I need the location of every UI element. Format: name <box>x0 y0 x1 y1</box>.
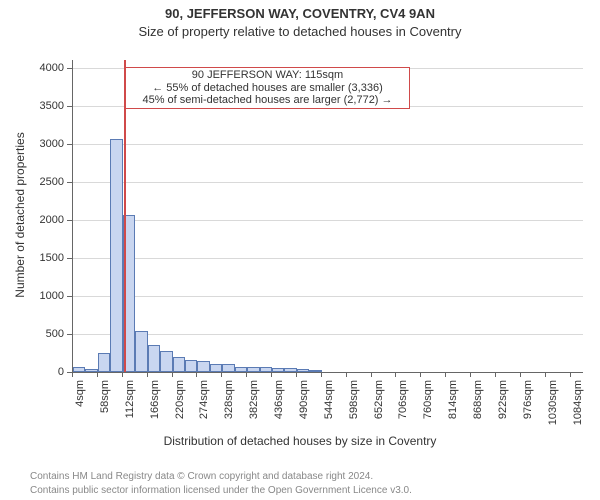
xtick-label: 1084sqm <box>572 380 584 430</box>
xtick-label: 706sqm <box>397 380 409 430</box>
xtick-label: 760sqm <box>422 380 434 430</box>
ytick-label: 2000 <box>0 214 64 226</box>
ytick-mark <box>67 296 72 297</box>
xtick-label: 598sqm <box>348 380 360 430</box>
histogram-bar <box>110 139 122 372</box>
ytick-mark <box>67 258 72 259</box>
xtick-label: 490sqm <box>298 380 310 430</box>
xtick-mark <box>520 372 521 377</box>
xtick-label: 328sqm <box>223 380 235 430</box>
histogram-bar <box>160 351 172 372</box>
ytick-label: 500 <box>0 328 64 340</box>
xtick-mark <box>545 372 546 377</box>
ytick-label: 4000 <box>0 62 64 74</box>
ytick-label: 1000 <box>0 290 64 302</box>
xtick-mark <box>72 372 73 377</box>
xtick-label: 652sqm <box>373 380 385 430</box>
xtick-label: 4sqm <box>74 380 86 430</box>
histogram-bar <box>185 360 197 372</box>
xtick-mark <box>271 372 272 377</box>
xtick-label: 544sqm <box>323 380 335 430</box>
xtick-mark <box>221 372 222 377</box>
ytick-mark <box>67 68 72 69</box>
histogram-bar <box>73 367 85 372</box>
xtick-label: 274sqm <box>198 380 210 430</box>
ytick-label: 3500 <box>0 100 64 112</box>
xtick-mark <box>172 372 173 377</box>
annotation-line: ← 55% of detached houses are smaller (3,… <box>130 82 405 95</box>
xtick-label: 976sqm <box>522 380 534 430</box>
xtick-mark <box>97 372 98 377</box>
gridline <box>73 182 583 183</box>
xtick-label: 112sqm <box>124 380 136 430</box>
xtick-mark <box>570 372 571 377</box>
xtick-mark <box>346 372 347 377</box>
histogram-bar <box>148 345 160 372</box>
chart-title-line1: 90, JEFFERSON WAY, COVENTRY, CV4 9AN <box>0 6 600 21</box>
ytick-mark <box>67 106 72 107</box>
ytick-label: 0 <box>0 366 64 378</box>
gridline <box>73 334 583 335</box>
footer-line1: Contains HM Land Registry data © Crown c… <box>30 471 373 482</box>
xtick-label: 166sqm <box>149 380 161 430</box>
gridline <box>73 258 583 259</box>
histogram-bar <box>222 364 234 372</box>
ytick-mark <box>67 334 72 335</box>
xtick-label: 382sqm <box>248 380 260 430</box>
xtick-label: 814sqm <box>447 380 459 430</box>
ytick-mark <box>67 220 72 221</box>
ytick-mark <box>67 144 72 145</box>
xtick-mark <box>371 372 372 377</box>
xtick-label: 922sqm <box>497 380 509 430</box>
chart-title-line2: Size of property relative to detached ho… <box>0 24 600 39</box>
gridline <box>73 220 583 221</box>
annotation-line: 90 JEFFERSON WAY: 115sqm <box>130 69 405 82</box>
xtick-mark <box>296 372 297 377</box>
xtick-label: 436sqm <box>273 380 285 430</box>
annotation-line: 45% of semi-detached houses are larger (… <box>130 94 405 107</box>
xtick-mark <box>420 372 421 377</box>
annotation-box: 90 JEFFERSON WAY: 115sqm ← 55% of detach… <box>125 67 410 109</box>
ytick-label: 2500 <box>0 176 64 188</box>
histogram-bar <box>297 369 309 372</box>
histogram-bar <box>197 361 209 372</box>
footer-line2: Contains public sector information licen… <box>30 485 412 496</box>
histogram-bar <box>173 357 185 372</box>
xtick-mark <box>395 372 396 377</box>
histogram-bar <box>98 353 110 372</box>
histogram-bar <box>272 368 284 372</box>
xtick-mark <box>122 372 123 377</box>
ytick-mark <box>67 182 72 183</box>
xtick-mark <box>246 372 247 377</box>
xtick-label: 220sqm <box>174 380 186 430</box>
xtick-mark <box>470 372 471 377</box>
gridline <box>73 372 583 373</box>
gridline <box>73 296 583 297</box>
xtick-label: 1030sqm <box>547 380 559 430</box>
ytick-label: 3000 <box>0 138 64 150</box>
x-axis-label: Distribution of detached houses by size … <box>0 434 600 448</box>
gridline <box>73 144 583 145</box>
xtick-label: 58sqm <box>99 380 111 430</box>
xtick-mark <box>196 372 197 377</box>
histogram-bar <box>210 364 222 372</box>
chart-container: 90, JEFFERSON WAY, COVENTRY, CV4 9AN Siz… <box>0 0 600 500</box>
xtick-mark <box>445 372 446 377</box>
ytick-label: 1500 <box>0 252 64 264</box>
xtick-mark <box>147 372 148 377</box>
xtick-label: 868sqm <box>472 380 484 430</box>
histogram-bar <box>247 367 259 372</box>
histogram-bar <box>135 331 147 372</box>
xtick-mark <box>321 372 322 377</box>
xtick-mark <box>495 372 496 377</box>
